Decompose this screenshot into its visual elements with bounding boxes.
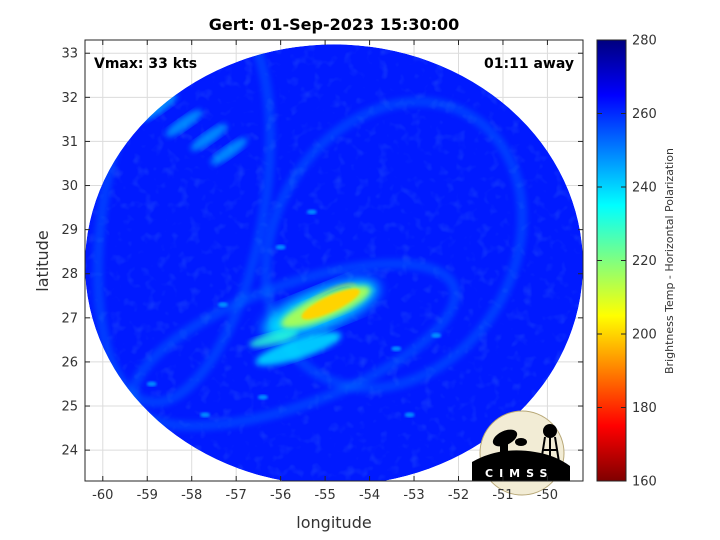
colorbar-tick-label: 180 xyxy=(632,401,657,416)
water-tower-legs-icon xyxy=(540,436,560,463)
y-axis-label: latitude xyxy=(33,230,52,291)
y-tick-label: 26 xyxy=(61,355,78,370)
y-tick-label: 32 xyxy=(61,91,78,106)
colorbar-ticks: 160 180 200 220 240 260 280 xyxy=(597,34,657,490)
colorbar-tick-label: 260 xyxy=(632,107,657,122)
cloud-speck xyxy=(217,302,228,308)
x-tick-label: -50 xyxy=(537,488,558,503)
cimss-logo: CIMSS xyxy=(472,410,570,496)
x-tick-label: -57 xyxy=(226,488,247,503)
x-axis-ticks: -60 -59 -58 -57 -56 -55 -54 -53 -52 -51 -50 xyxy=(92,40,558,503)
cloud-speck xyxy=(275,244,286,250)
colorbar-tick-label: 160 xyxy=(632,475,657,490)
radar-dish-small-icon xyxy=(515,438,527,446)
cloud-speck xyxy=(431,332,442,338)
colorbar-label: Brightness Temp - Horizontal Polarizatio… xyxy=(663,148,676,374)
cloud-speck xyxy=(146,381,157,387)
y-tick-label: 33 xyxy=(61,47,78,62)
x-axis-label: longitude xyxy=(296,513,371,532)
plot-area: CIMSS -60 -59 -58 -57 -56 -55 -54 -53 -52 -51 -50 … xyxy=(61,39,584,503)
x-tick-label: -55 xyxy=(314,488,335,503)
colorbar-tick-label: 280 xyxy=(632,34,657,49)
logo-ground xyxy=(472,450,570,481)
x-tick-label: -54 xyxy=(359,488,380,503)
colorbar-tick-label: 220 xyxy=(632,254,657,269)
spiral-arc xyxy=(92,44,276,408)
x-tick-label: -52 xyxy=(448,488,469,503)
spiral-band xyxy=(255,331,342,366)
colorbar-tick-label: 200 xyxy=(632,328,657,343)
y-tick-label: 29 xyxy=(61,223,78,238)
y-tick-label: 30 xyxy=(61,179,78,194)
x-tick-label: -53 xyxy=(403,488,424,503)
y-tick-label: 27 xyxy=(61,311,78,326)
x-tick-label: -58 xyxy=(181,488,202,503)
swath-texture xyxy=(85,44,583,481)
cloud-streak xyxy=(165,109,203,137)
cloud-speck xyxy=(200,412,211,418)
swath xyxy=(85,44,583,481)
logo-text: CIMSS xyxy=(485,467,553,480)
x-tick-label: -51 xyxy=(492,488,513,503)
y-tick-label: 28 xyxy=(61,267,78,282)
radar-dish-icon xyxy=(492,429,518,447)
cloud-speck xyxy=(404,412,415,418)
y-axis-ticks: 24 25 26 27 28 29 30 31 32 33 xyxy=(61,47,583,459)
water-tower-icon xyxy=(543,424,557,438)
cloud-speck xyxy=(306,209,317,215)
vmax-annotation: Vmax: 33 kts xyxy=(94,56,197,72)
cloud-speck xyxy=(257,394,268,400)
x-tick-label: -56 xyxy=(270,488,291,503)
colorbar: 160 180 200 220 240 260 280 Brightness Temp - … xyxy=(596,34,676,490)
rain-band-core xyxy=(301,288,360,320)
spiral-arc xyxy=(260,96,528,394)
spiral-band-inner xyxy=(249,330,298,348)
x-tick-label: -60 xyxy=(92,488,113,503)
radar-stand-icon xyxy=(500,441,508,455)
y-tick-label: 31 xyxy=(61,135,78,150)
colorbar-tick-label: 240 xyxy=(632,181,657,196)
time-away-annotation: 01:11 away xyxy=(484,56,574,72)
y-tick-label: 24 xyxy=(61,444,78,459)
y-tick-label: 25 xyxy=(61,400,78,415)
chart-title: Gert: 01-Sep-2023 15:30:00 xyxy=(209,15,460,34)
plot-frame xyxy=(84,39,584,482)
cloud-streak xyxy=(210,137,248,165)
cloud-streak xyxy=(190,123,228,151)
x-tick-label: -59 xyxy=(137,488,158,503)
cloud-speck xyxy=(391,346,402,352)
